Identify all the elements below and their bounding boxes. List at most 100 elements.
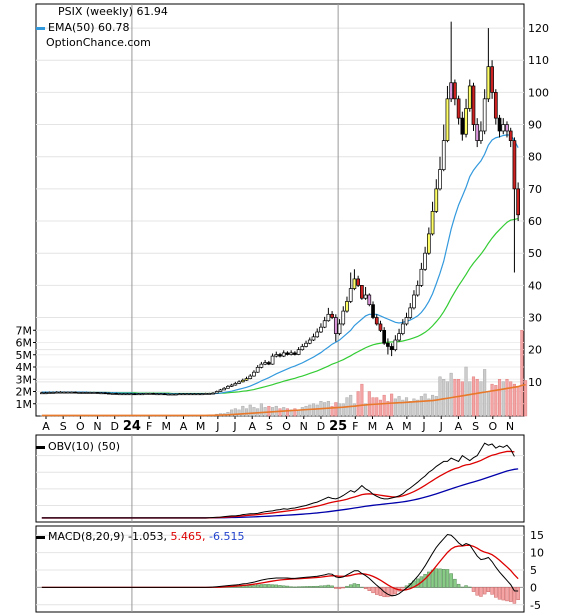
macd-tick-label: -5: [530, 599, 541, 612]
macd-histogram-bar: [274, 584, 279, 588]
candle-body: [240, 379, 245, 383]
macd-line: [41, 533, 519, 597]
candle-body: [497, 117, 502, 132]
volume-bar: [259, 403, 263, 417]
obv-legend: OBV(10) (50): [36, 440, 120, 453]
candle-body: [244, 378, 249, 381]
macd-histogram-bar: [263, 584, 267, 588]
candle-body: [467, 85, 472, 109]
price-panel-frame: [35, 3, 525, 417]
candle-body: [378, 323, 383, 331]
candle-body: [92, 392, 96, 394]
macd-histogram-bar: [252, 585, 256, 588]
source-legend-label: OptionChance.com: [46, 36, 151, 49]
volume-tick-label: 2M: [16, 386, 33, 399]
macd-histogram-bar: [401, 587, 405, 589]
candle-body: [270, 355, 275, 365]
price-tick-label: 30: [528, 312, 542, 325]
candle-body: [430, 211, 435, 235]
candle-body: [47, 392, 52, 394]
macd-histogram-bar: [259, 584, 264, 588]
x-month-label: M: [162, 420, 172, 433]
macd-histogram-bar: [508, 587, 513, 602]
candle-body: [423, 252, 427, 270]
candle-body: [66, 391, 70, 394]
volume-tick-label: 4M: [16, 361, 33, 374]
candle-body: [207, 393, 212, 395]
volume-bar: [364, 403, 368, 417]
macd-histogram-bar: [315, 585, 319, 588]
candle-body: [214, 391, 219, 394]
candle-body: [426, 233, 431, 254]
candle-body: [490, 66, 494, 93]
macd-histogram-bar: [423, 574, 427, 588]
candle-body: [389, 346, 394, 351]
volume-bar: [457, 379, 461, 417]
candle-body: [382, 330, 387, 344]
candle-body: [512, 140, 517, 190]
obv-line: [41, 442, 515, 519]
candle-body: [408, 307, 413, 318]
volume-bar: [330, 405, 334, 417]
price-tick-label: 20: [528, 344, 542, 357]
candle-body: [415, 285, 420, 296]
candle-body: [486, 66, 491, 100]
macd-histogram-bar: [296, 586, 301, 588]
candle-body: [162, 393, 167, 396]
volume-bar: [505, 379, 509, 417]
x-month-label: A: [180, 420, 188, 433]
candle-body: [493, 92, 498, 119]
price-legend-label: PSIX (weekly) 61.94: [58, 5, 168, 18]
volume-bar: [438, 376, 442, 417]
macd-histogram-bar: [311, 586, 316, 588]
candle-body: [136, 393, 141, 396]
x-month-label: A: [248, 420, 256, 433]
macd-histogram-bar: [363, 587, 368, 590]
volume-bar: [520, 330, 524, 417]
x-month-label: J: [232, 420, 236, 433]
candle-body: [341, 310, 346, 325]
candle-body: [106, 392, 111, 395]
macd-histogram-bar: [308, 586, 312, 588]
volume-bar: [442, 379, 446, 417]
volume-bar: [475, 379, 479, 417]
x-month-label: J: [421, 420, 425, 433]
price-tick-label: 90: [528, 119, 542, 132]
volume-bar: [278, 408, 282, 417]
macd-histogram-bar: [304, 586, 308, 588]
volume-bar: [356, 391, 360, 417]
candle-body: [330, 313, 334, 318]
candle-body: [326, 313, 331, 322]
candle-body: [43, 392, 48, 395]
macd-legend-label: MACD(8,20,9) -1.053,: [48, 530, 167, 543]
volume-bar: [244, 408, 249, 417]
volume-tick-label: 7M: [16, 324, 33, 337]
macd-histogram-bar: [371, 587, 375, 594]
candle-body: [352, 278, 357, 289]
volume-bar: [267, 405, 271, 417]
macd-histogram-bar: [319, 585, 323, 588]
candle-body: [438, 169, 442, 190]
candle-body: [252, 371, 256, 377]
price-tick-label: 120: [528, 22, 549, 35]
volume-bar: [382, 394, 386, 417]
volume-bar: [308, 404, 312, 417]
macd-histogram-bar: [300, 586, 305, 588]
candle-body: [434, 188, 439, 212]
candle-body: [363, 294, 368, 299]
price-tick-label: 110: [528, 54, 549, 67]
volume-bar: [401, 399, 405, 417]
volume-bar: [460, 381, 464, 417]
volume-bar: [490, 383, 494, 417]
obv-panel-frame: [35, 434, 525, 523]
candle-body: [482, 98, 487, 132]
volume-tick-label: 1M: [16, 398, 33, 411]
candle-body: [121, 393, 126, 396]
volume-bar: [397, 396, 401, 417]
candle-body: [397, 333, 401, 341]
volume-bar: [352, 403, 356, 417]
candle-body: [211, 392, 215, 395]
volume-bar: [431, 394, 435, 417]
candle-body: [200, 393, 204, 396]
volume-bar: [304, 405, 308, 417]
